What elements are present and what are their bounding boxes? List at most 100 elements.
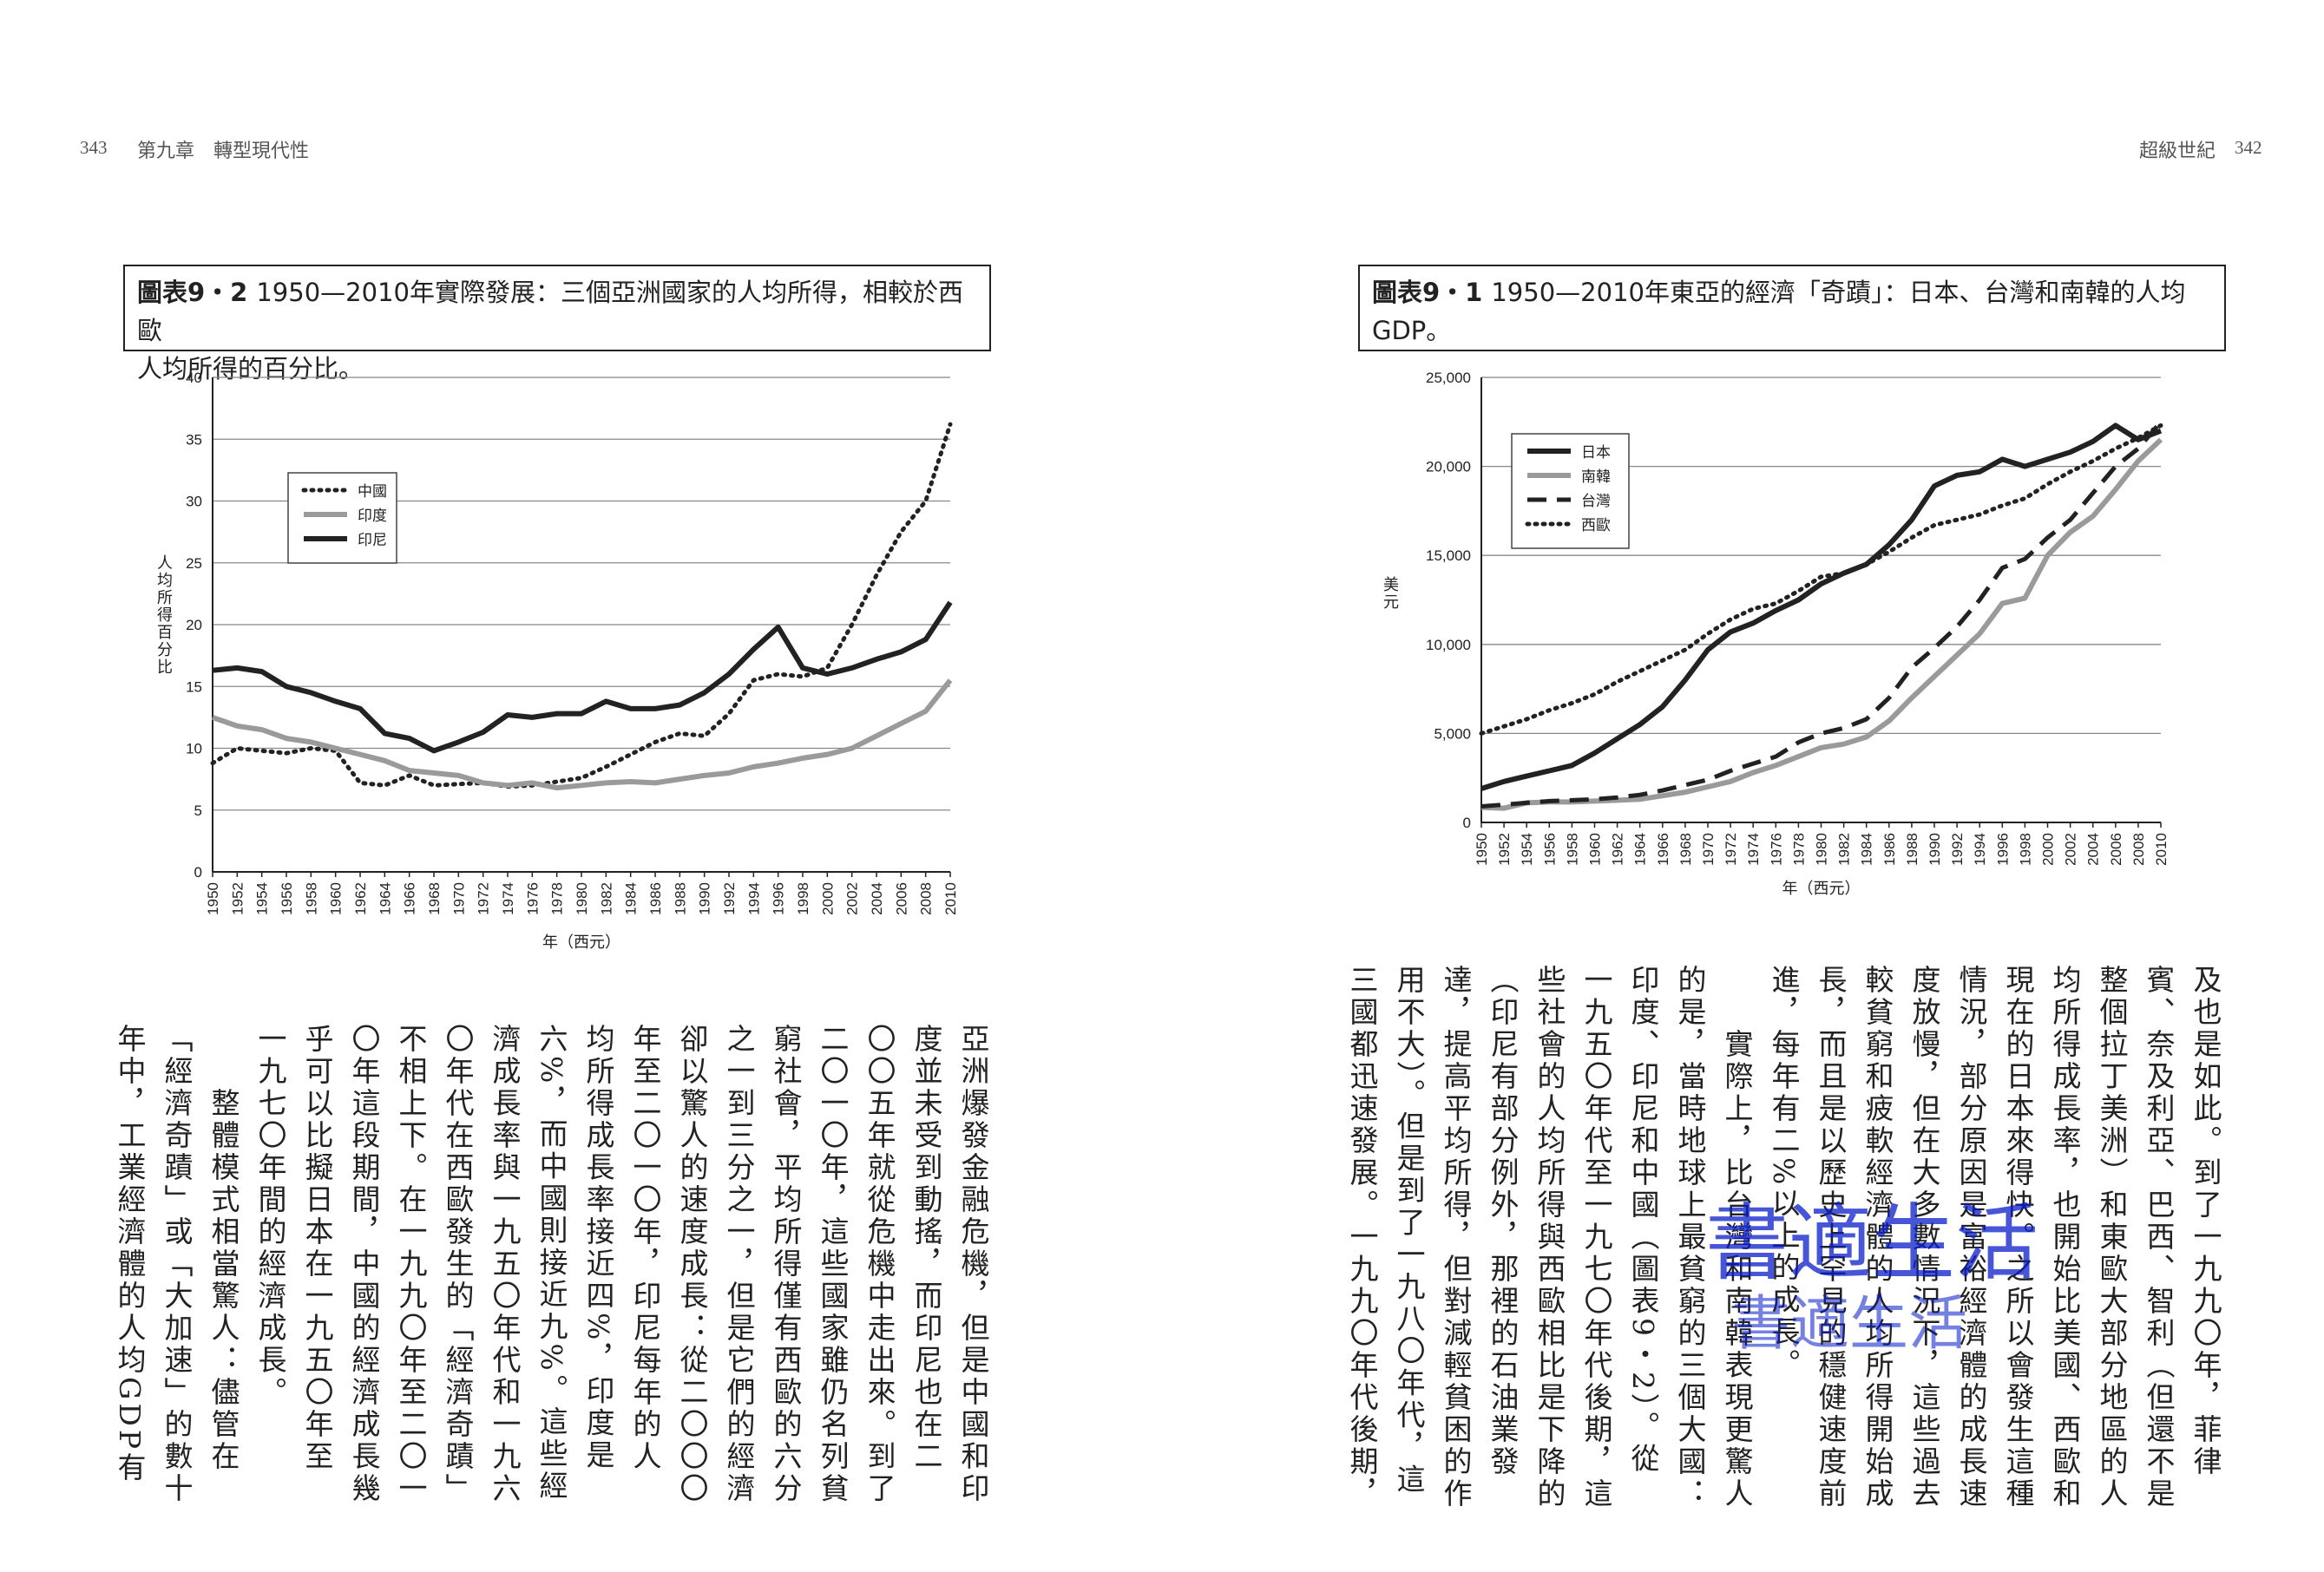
x-tick-label: 1994: [745, 882, 762, 915]
text-column: 度並未受到動搖，而印尼也在二: [909, 1024, 943, 1473]
legend-label: 印尼: [358, 532, 387, 548]
x-tick-label: 1972: [476, 882, 492, 915]
x-tick-label: 1996: [771, 882, 787, 915]
x-tick-label: 1982: [598, 882, 614, 915]
x-tick-label: 1952: [1496, 833, 1513, 866]
x-tick-label: 1978: [1790, 833, 1807, 866]
series-line-1: [1480, 437, 2163, 811]
text-column: 〇年這段期間，中國的經濟成長幾: [347, 1024, 381, 1505]
legend-label: 台灣: [1581, 493, 1611, 509]
text-column: 長，而且是以歷史上罕見的穩健速度前: [1814, 965, 1848, 1510]
text-column: 之一到三分之一，但是它們的經濟: [722, 1024, 756, 1505]
x-tick-label: 1954: [254, 882, 271, 915]
figure-caption-left: 圖表9・2 1950—2010年實際發展：三個亞洲國家的人均所得，相較於西歐 人均…: [123, 265, 991, 383]
figure-label-right: 圖表9・1: [1372, 278, 1483, 307]
series-line-2: [1480, 420, 2163, 809]
x-tick-label: 1970: [450, 882, 467, 915]
y-tick-label: 0: [194, 864, 202, 881]
x-tick-label: 1966: [402, 882, 418, 915]
x-tick-label: 1996: [1994, 833, 2011, 866]
series-line-2: [212, 600, 953, 754]
x-tick-label: 2002: [844, 882, 861, 915]
y-tick-label: 25: [186, 555, 202, 572]
x-tick-label: 1976: [524, 882, 541, 915]
right-page-number: 342: [2235, 137, 2262, 158]
x-tick-label: 2000: [2040, 833, 2057, 866]
x-tick-label: 1992: [1949, 833, 1966, 866]
x-tick-label: 1956: [1541, 833, 1558, 866]
text-column: 六%，而中國則接近九%。這些經: [535, 1024, 568, 1503]
x-tick-label: 1998: [2017, 833, 2033, 866]
x-tick-label: 2008: [2130, 833, 2147, 866]
x-tick-label: 1978: [549, 882, 566, 915]
y-tick-label: 20: [186, 617, 202, 633]
chart-east-asia-gdp: 0 5,000 10,000 15,000 20,000 25,000 1950 1952 19…: [1383, 370, 2170, 897]
x-tick-label: 1958: [1564, 833, 1580, 866]
x-tick-label: 1966: [1655, 833, 1671, 866]
x-tick-label: 1998: [795, 882, 811, 915]
x-tick-label: 1960: [328, 882, 345, 915]
y-tick-label: 5: [194, 802, 202, 819]
x-tick-label: 1980: [574, 882, 590, 915]
text-column: 不相上下。在一九九〇年至二〇一: [394, 1024, 428, 1505]
x-tick-label: 1982: [1836, 833, 1853, 866]
watermark-large: 書適生活: [1705, 1195, 2038, 1292]
x-tick-label: 1984: [1859, 833, 1875, 866]
x-tick-label: 1952: [229, 882, 246, 915]
text-column: 整體模式相當驚人：儘管在: [207, 1024, 240, 1473]
x-tick-label: 1994: [1972, 833, 1988, 866]
text-column: 一九七〇年間的經濟成長。: [253, 1024, 287, 1409]
x-tick-label: 1960: [1587, 833, 1604, 866]
text-column: 情況，部分原因是富裕經濟體的成長速: [1954, 965, 1988, 1510]
y-tick-label: 35: [186, 431, 202, 448]
text-column: 實際上，比台灣和南韓表現更驚人: [1720, 965, 1754, 1510]
x-tick-label: 1962: [1610, 833, 1626, 866]
legend-label: 西歐: [1581, 517, 1611, 534]
x-tick-label: 1972: [1723, 833, 1739, 866]
x-tick-label: 1976: [1768, 833, 1784, 866]
x-tick-label: 1990: [1927, 833, 1943, 866]
series-line-1: [212, 678, 953, 791]
x-tick-label: 2000: [819, 882, 836, 915]
figure-caption-left-line1: 1950—2010年實際發展：三個亞洲國家的人均所得，相較於西歐: [137, 278, 963, 345]
left-running-head: 第九章 轉型現代性: [137, 141, 310, 162]
x-tick-label: 1990: [697, 882, 713, 915]
text-column: 用不大）。但是到了一九八〇年代，這: [1392, 965, 1426, 1497]
x-tick-label: 1986: [1881, 833, 1898, 866]
text-column: 年至二〇一〇年，印尼每年的人: [628, 1024, 662, 1473]
text-column: 卻以驚人的速度成長：從二〇〇〇: [675, 1024, 709, 1505]
text-column: 亞洲爆發金融危機，但是中國和印: [956, 1024, 990, 1505]
x-tick-label: 2004: [869, 882, 885, 915]
y-axis-label-char: 人: [157, 554, 173, 572]
legend-label: 日本: [1581, 444, 1611, 461]
text-column: 現在的日本來得快。之所以會發生這種: [2001, 965, 2035, 1510]
text-column: 均所得成長率，也開始比美國、西歐和: [2048, 965, 2082, 1510]
left-page-number: 343: [80, 137, 108, 158]
text-column: 濟成長率與一九五〇年代和一九六: [488, 1024, 522, 1505]
x-tick-label: 1974: [1745, 833, 1762, 866]
y-tick-label: 20,000: [1426, 459, 1471, 475]
text-column: 〇年代在西歐發生的「經濟奇蹟」: [441, 1024, 475, 1505]
x-tick-label: 1950: [1474, 833, 1490, 866]
x-tick-label: 2010: [942, 882, 959, 915]
x-tick-label: 1988: [672, 882, 688, 915]
x-tick-label: 1964: [377, 882, 393, 915]
legend-label: 印度: [358, 508, 387, 524]
text-column: 印度、印尼和中國（圖表9・2）。從: [1626, 965, 1660, 1476]
figure-caption-right: 圖表9・1 1950—2010年東亞的經濟「奇蹟」：日本、台灣和南韓的人均 GDP…: [1358, 265, 2226, 351]
y-axis-label-char: 所: [157, 589, 173, 606]
x-axis-label: 年（西元）: [1782, 880, 1861, 897]
text-column: 些社會的人均所得與西歐相比是下降的: [1533, 965, 1566, 1510]
text-column: 達，提高平均所得，但對減輕貧困的作: [1439, 965, 1473, 1510]
x-tick-label: 2006: [2108, 833, 2124, 866]
x-axis-label: 年（西元）: [542, 933, 620, 951]
figure-label-left: 圖表9・2: [137, 278, 248, 307]
text-column: 〇〇五年就從危機中走出來。到了: [863, 1024, 896, 1505]
x-tick-label: 1964: [1632, 833, 1649, 866]
y-axis-label-char: 比: [157, 658, 173, 676]
text-column: 年中，工業經濟體的人均GDP有: [113, 1024, 147, 1485]
x-tick-label: 1954: [1519, 833, 1535, 866]
x-tick-label: 1968: [1677, 833, 1694, 866]
figure-caption-right-line2: GDP。: [1372, 316, 1452, 345]
text-column: 「經濟奇蹟」或「大加速」的數十: [160, 1024, 194, 1505]
